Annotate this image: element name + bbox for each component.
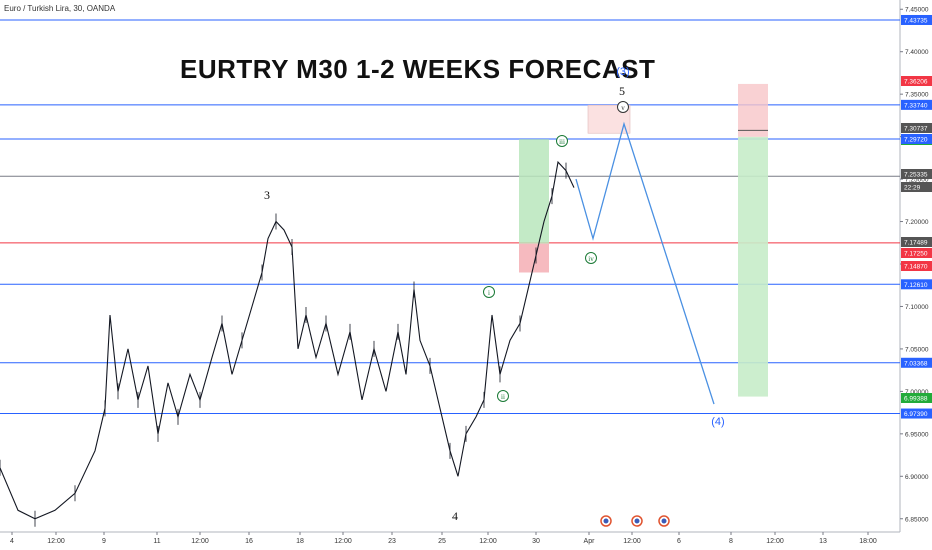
y-tick-label: 7.05000 [905, 346, 929, 353]
price-tag [901, 76, 932, 86]
long-loss-zone [519, 243, 549, 273]
wave-label: 5 [619, 84, 625, 98]
y-tick-label: 6.90000 [905, 474, 929, 481]
x-tick-label: 8 [729, 538, 733, 545]
y-tick-label: 7.40000 [905, 49, 929, 56]
price-tag [901, 14, 932, 25]
y-tick-label: 6.95000 [905, 431, 929, 438]
x-tick-label: 12:00 [334, 538, 352, 545]
wave-label: i [488, 289, 490, 297]
price-tag [901, 237, 932, 247]
projection-path [575, 121, 715, 405]
y-tick-label: 7.35000 [905, 92, 929, 99]
x-tick-label: 12:00 [766, 538, 784, 545]
x-tick-label: 18:00 [859, 538, 877, 545]
long-profit-zone [519, 139, 549, 244]
wave-label: 3 [264, 188, 270, 202]
price-tag [901, 279, 932, 290]
x-tick-label: 11 [153, 538, 160, 545]
price-tag-label: 6.99388 [904, 396, 928, 403]
y-tick-label: 7.25000 [905, 177, 929, 184]
x-tick-label: 18 [296, 538, 304, 545]
price-tag-label: 7.12610 [904, 282, 928, 289]
wave-label: iv [588, 255, 594, 263]
wave-label: (4) [711, 416, 724, 428]
y-tick-label: 6.85000 [905, 516, 929, 523]
price-tag [901, 248, 932, 258]
x-tick-label: 23 [388, 538, 396, 545]
price-tag-label: 7.33740 [904, 102, 928, 109]
price-tag-label: 7.03368 [904, 360, 928, 367]
price-tag-label: 7.17489 [904, 240, 928, 247]
wave-circle [483, 286, 495, 298]
price-tag-label: 6.97390 [904, 411, 928, 418]
symbol-label: Euro / Turkish Lira, 30, OANDA [4, 4, 116, 13]
y-tick-label: 7.45000 [905, 7, 929, 14]
price-tag [901, 182, 932, 192]
price-axis [900, 0, 932, 550]
price-tag [901, 123, 932, 133]
y-tick-label: 7.00000 [905, 389, 929, 396]
x-tick-label: 12:00 [47, 538, 65, 545]
x-tick-label: 16 [245, 538, 253, 545]
x-tick-label: 30 [532, 538, 540, 545]
chart-title: EURTRY M30 1-2 WEEKS FORECAST [180, 54, 656, 84]
event-icon-dot [603, 518, 609, 524]
wave-circle [585, 252, 597, 264]
price-tag [901, 393, 932, 403]
price-line [0, 160, 575, 520]
x-tick-label: 12:00 [623, 538, 641, 545]
take-profit-zone [738, 136, 768, 397]
price-tag [901, 408, 932, 419]
x-tick-label: 12:00 [479, 538, 497, 545]
wave-circle [617, 101, 629, 113]
wave-label: iii [559, 138, 565, 146]
x-tick-label: 13 [819, 538, 827, 545]
wave-label: ii [501, 393, 505, 401]
x-tick-label: 6 [677, 538, 681, 545]
wave-circle [556, 135, 568, 147]
price-tag-label: 22:29 [904, 185, 921, 192]
x-tick-label: 25 [438, 538, 446, 545]
price-tag-label: 7.36206 [904, 79, 928, 86]
price-tag-label: 7.25335 [904, 172, 928, 179]
price-tag-label: 7.43735 [904, 17, 928, 24]
y-tick-label: 7.20000 [905, 219, 929, 226]
wave-label: 4 [452, 509, 458, 523]
wave-label: v [621, 104, 625, 112]
wave-label: (3) [616, 66, 629, 78]
price-tag-label: 7.17250 [904, 251, 928, 258]
event-icon-dot [634, 518, 640, 524]
wave-circle [497, 390, 509, 402]
stop-loss-zone [738, 83, 768, 137]
price-tag-label: 7.29720 [904, 137, 928, 144]
price-tag [901, 261, 932, 271]
price-tag-label: 7.30737 [904, 126, 928, 133]
event-icon-dot [661, 518, 667, 524]
y-tick-label: 7.10000 [905, 304, 929, 311]
price-tag [901, 134, 932, 145]
x-tick-label: Apr [584, 538, 596, 545]
price-tag-label: 7.14870 [904, 264, 928, 271]
x-tick-label: 12:00 [191, 538, 209, 545]
price-tag [901, 169, 932, 179]
price-tag [901, 99, 932, 110]
price-tag [901, 357, 932, 368]
x-tick-label: 4 [10, 538, 14, 545]
x-tick-label: 9 [102, 538, 106, 545]
